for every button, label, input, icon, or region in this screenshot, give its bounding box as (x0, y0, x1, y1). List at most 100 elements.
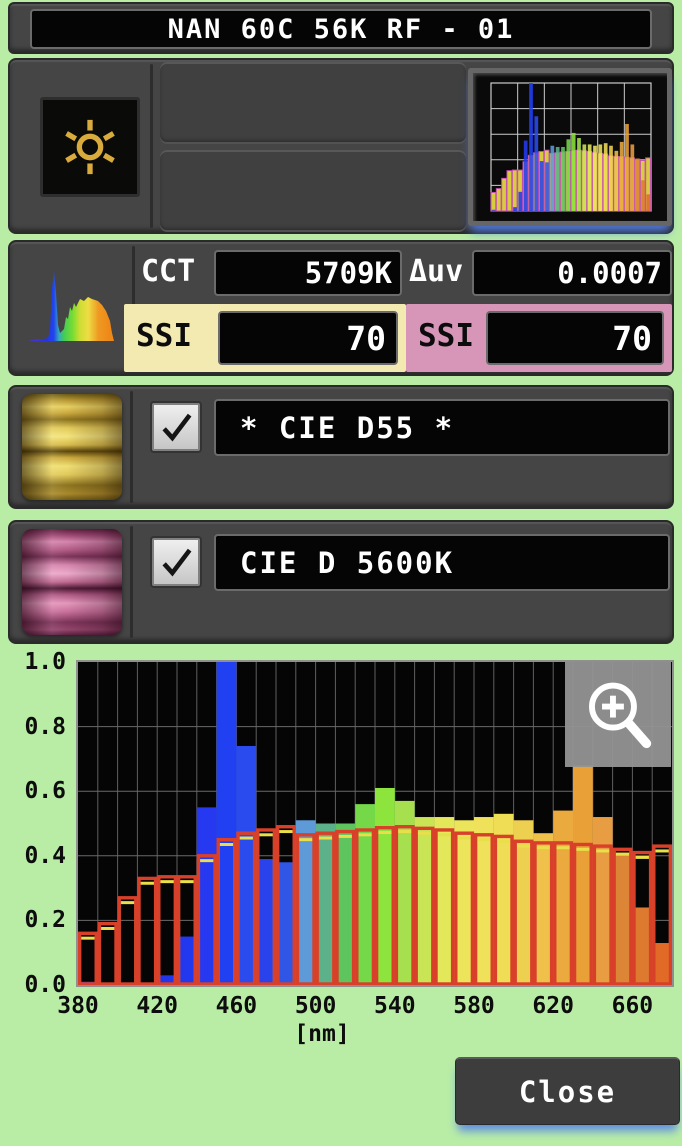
checkbox-d55[interactable] (152, 403, 200, 451)
reference-outline-bar (572, 842, 593, 986)
reference-outline-bar (652, 844, 673, 986)
cct-value-field: 5709K (214, 250, 402, 296)
reference-name-field-d5600[interactable]: CIE D 5600K (214, 534, 670, 591)
reference-name-d55: * CIE D55 * (240, 410, 455, 445)
spectrum-bar (454, 820, 474, 985)
reference-name-field-d55[interactable]: * CIE D55 * (214, 399, 670, 456)
spectrum-bar (236, 745, 257, 985)
ssi-d5600-value: 70 (612, 318, 652, 358)
spectrum-bar (394, 800, 415, 985)
thumb-spectrum-bar (641, 180, 645, 211)
thumb-spectrum-bar (619, 141, 624, 211)
thumb-spectrum-bar (523, 140, 528, 211)
measurement-title-field: NAN 60C 56K RF - 01 (30, 9, 652, 49)
thumb-spectrum-bar (625, 123, 629, 211)
reference-outline-bar (157, 875, 178, 986)
ssi-label: SSI (136, 318, 192, 354)
spectrum-bar (157, 975, 177, 985)
thumb-spectrum-bar (603, 143, 608, 211)
thumb-spectrum-bar (513, 207, 517, 211)
close-button-label: Close (518, 1074, 617, 1109)
cct-value: 5709K (304, 256, 392, 290)
thumb-spectrum-bar (635, 158, 640, 211)
thumb-spectrum-bar (593, 145, 597, 211)
x-tick-label: 660 (611, 993, 654, 1019)
thumbnail-button[interactable] (468, 68, 672, 226)
spectrum-bar (335, 823, 356, 985)
reference-outline-bar (454, 831, 475, 986)
x-tick-label: 460 (215, 993, 258, 1019)
empty-field-top (160, 62, 466, 142)
spectrum-bar (196, 807, 217, 985)
reference-outline-bar (434, 828, 455, 986)
pink-filter-roll-icon (22, 529, 122, 635)
spectrum-bar (276, 862, 296, 985)
spectrum-bar (493, 813, 514, 985)
thumb-spectrum-bar (582, 144, 587, 211)
thumb-spectrum-bar (609, 145, 613, 211)
reference-outline-bar (513, 839, 534, 986)
y-tick-label: 1.0 (24, 649, 66, 675)
checkmark-icon (162, 413, 192, 442)
ssi-d55-value-field: 70 (218, 311, 398, 365)
checkbox-d5600[interactable] (152, 538, 200, 586)
illuminant-indicator (40, 97, 140, 197)
reference-outline-bar (275, 825, 296, 986)
panel-divider (130, 526, 133, 638)
thumb-spectrum-bar (491, 209, 496, 211)
x-tick-label: 580 (453, 993, 495, 1019)
thumb-spectrum-bar (534, 116, 539, 211)
reference-outline-bar (355, 828, 376, 986)
close-button[interactable]: Close (455, 1057, 680, 1125)
spectrum-bar (533, 833, 554, 985)
reference-outline-bar (137, 881, 158, 986)
spectrum-bar (315, 823, 336, 985)
spectrum-comparison-thumbnail (490, 82, 652, 212)
spectrum-bar (414, 817, 435, 985)
reference-outline-bar (78, 936, 98, 986)
thumb-spectrum-bar (614, 150, 619, 211)
spectrum-bar (295, 820, 316, 985)
reference-outline-bar (315, 831, 336, 986)
spd-chart (77, 662, 673, 986)
thumb-reference-bar (495, 188, 502, 212)
reference-panel-d5600: CIE D 5600K (8, 520, 674, 644)
reference-panel-d55: * CIE D55 * (8, 385, 674, 509)
reference-outline-bar (157, 880, 177, 986)
magnifier-plus-icon (589, 682, 652, 748)
y-tick-label: 0.0 (24, 972, 66, 998)
reference-outline-bar (632, 850, 653, 986)
reference-outline-bar (335, 829, 356, 986)
reference-outline-bar (295, 833, 316, 986)
magnifier-button[interactable] (565, 662, 671, 767)
ssi-d5600-value-field: 70 (486, 311, 664, 365)
x-tick-label: 380 (57, 993, 99, 1019)
reference-outline-bar (533, 841, 554, 986)
reference-outline-bar (236, 831, 257, 986)
thumb-spectrum-bar (529, 83, 533, 211)
x-tick-label: 620 (532, 993, 574, 1019)
thumb-spectrum-bar (518, 191, 523, 211)
reference-outline-bar (137, 876, 158, 986)
panel-divider (130, 391, 133, 503)
title-bar: NAN 60C 56K RF - 01 (8, 2, 674, 54)
reference-outline-bar (612, 847, 633, 986)
spectrum-icon (28, 271, 114, 341)
x-tick-label: 500 (294, 993, 337, 1019)
y-tick-label: 0.4 (24, 842, 66, 869)
x-tick-label: 540 (374, 993, 416, 1019)
thumb-spectrum-bar (571, 132, 576, 211)
spectrum-bar (573, 765, 593, 985)
thumb-spectrum-bar (587, 144, 592, 211)
reference-name-d5600: CIE D 5600K (240, 545, 455, 580)
duv-value: 0.0007 (557, 256, 662, 290)
reference-outline-bar (117, 901, 138, 986)
empty-field-bottom (160, 150, 466, 230)
panel-divider (150, 64, 153, 228)
reference-outline-bar (414, 826, 435, 986)
reference-outline-bar (176, 875, 197, 986)
thumb-spectrum-bar (550, 145, 555, 211)
spectrum-bar (256, 859, 276, 985)
spectrum-bar (177, 936, 197, 985)
